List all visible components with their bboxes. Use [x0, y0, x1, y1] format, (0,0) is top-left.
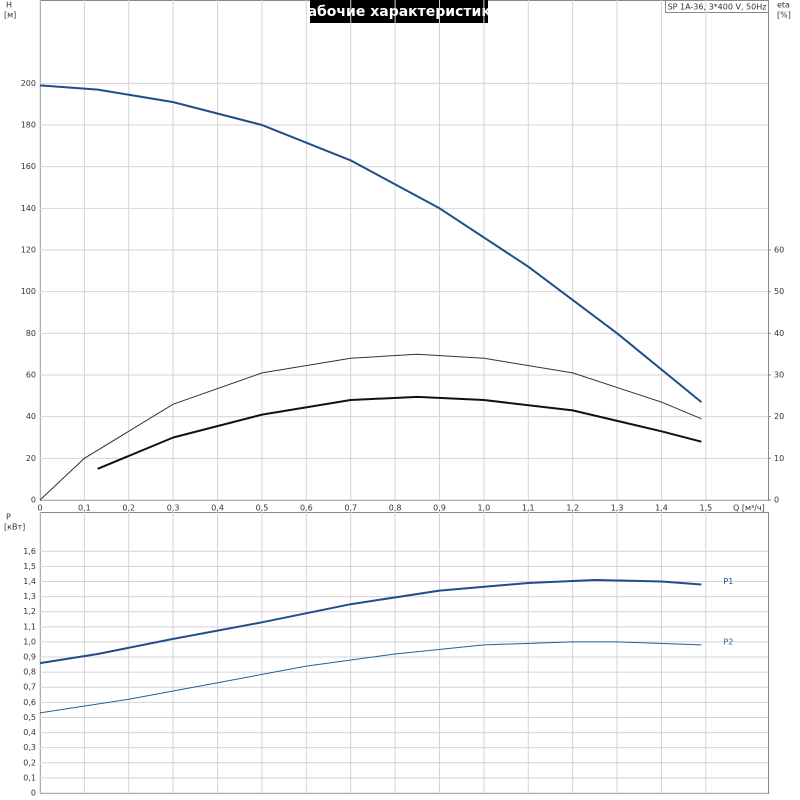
y-tick-label: 0,5	[23, 713, 36, 722]
y2-axis-label: eta	[777, 1, 790, 10]
y2-tick-label: 60	[774, 246, 784, 255]
x-tick-label: 1,3	[611, 504, 624, 513]
y2-tick-label: 20	[774, 412, 784, 421]
y-tick-label: 1,5	[23, 562, 36, 571]
x-tick-label: 1,1	[522, 504, 535, 513]
y-tick-label: 0,3	[23, 743, 36, 752]
y-tick-label: 0,2	[23, 758, 36, 767]
y-tick-label: 1,6	[23, 547, 36, 556]
y-tick-label: 0,4	[23, 728, 36, 737]
y-axis-label: H	[6, 1, 12, 10]
model-box	[665, 0, 769, 13]
y-tick-label: 60	[26, 371, 36, 380]
x-tick-label: 0,3	[167, 504, 180, 513]
x-tick-label: 0,4	[211, 504, 224, 513]
x-tick-label: 1,5	[699, 504, 712, 513]
y-tick-label: 0,1	[23, 773, 36, 782]
y-tick-label: 1,2	[23, 607, 36, 616]
y-tick-label: 1,1	[23, 622, 36, 631]
y-tick-label: 1,0	[23, 637, 36, 646]
x-tick-label: 1,4	[655, 504, 668, 513]
curve	[39, 353, 702, 501]
x-tick-label: 1,0	[478, 504, 491, 513]
y-tick-label: 80	[26, 329, 36, 338]
x-tick-label: 0,8	[389, 504, 402, 513]
y-axis-unit: [м]	[4, 11, 16, 20]
y-axis-label: P	[6, 513, 11, 522]
x-tick-label: 0,7	[344, 504, 357, 513]
series-label: P1	[723, 577, 733, 586]
curve	[39, 84, 703, 403]
y-tick-label: 160	[21, 162, 36, 171]
x-tick-label: 0,5	[256, 504, 269, 513]
title-box	[310, 0, 488, 23]
y2-tick-label: 10	[774, 454, 784, 463]
y-tick-label: 0	[31, 496, 36, 505]
y-axis-unit: [кВт]	[4, 523, 25, 532]
x-axis-label: Q [м³/ч]	[733, 504, 765, 513]
y-tick-label: 0,8	[23, 668, 36, 677]
y2-tick-label: 30	[774, 371, 784, 380]
y-tick-label: 1,3	[23, 592, 36, 601]
curve	[39, 579, 702, 665]
x-tick-label: 0,1	[78, 504, 91, 513]
model-label: SP 1A-36, 3*400 V, 50Hz	[668, 3, 767, 12]
y2-tick-label: 0	[774, 496, 779, 505]
y-tick-label: 0,6	[23, 698, 36, 707]
y-tick-label: 0,9	[23, 653, 36, 662]
y-tick-label: 100	[21, 287, 36, 296]
y-tick-label: 20	[26, 454, 36, 463]
x-tick-label: 0,6	[300, 504, 313, 513]
chart-title: Рабочие характеристики	[297, 4, 500, 20]
x-tick-label: 0,2	[122, 504, 135, 513]
curve	[39, 641, 702, 714]
curve	[97, 395, 702, 470]
x-tick-label: 0	[37, 504, 42, 513]
x-tick-label: 1,2	[566, 504, 579, 513]
y2-tick-label: 50	[774, 287, 784, 296]
series-label: P2	[723, 637, 733, 646]
x-tick-label: 0,9	[433, 504, 446, 513]
y-tick-label: 120	[21, 246, 36, 255]
y-tick-label: 40	[26, 412, 36, 421]
y2-tick-label: 40	[774, 329, 784, 338]
y-tick-label: 200	[21, 79, 36, 88]
y-tick-label: 1,4	[23, 577, 36, 586]
y-tick-label: 140	[21, 204, 36, 213]
y2-axis-unit: [%]	[777, 11, 791, 20]
y-tick-label: 0,7	[23, 683, 36, 692]
y-tick-label: 0	[31, 789, 36, 798]
y-tick-label: 180	[21, 121, 36, 130]
